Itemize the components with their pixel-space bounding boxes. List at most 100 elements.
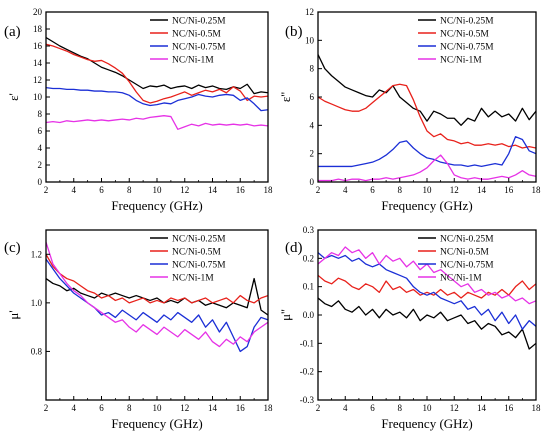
plot-frame [317,11,537,183]
y-tick-label: 0.0 [303,310,315,320]
x-axis-title: Frequency (GHz) [111,198,202,213]
y-tick-label: 20 [33,7,43,17]
x-axis-title: Frequency (GHz) [381,198,472,213]
x-tick-label: 6 [370,403,375,413]
y-tick-label: 6 [310,92,315,102]
panel-label: (c) [4,240,21,256]
series-line [318,297,536,350]
legend-label: NC/Ni-0.25M [172,17,226,27]
legend-label: NC/Ni-0.25M [440,17,494,27]
panel-label: (d) [285,240,303,256]
x-tick-label: 12 [180,185,189,195]
x-tick-label: 2 [44,185,49,195]
x-tick-label: 14 [208,185,218,195]
x-tick-label: 16 [504,403,514,413]
legend-label: NC/Ni-0.25M [440,235,494,245]
legend-label: NC/Ni-1M [440,56,482,66]
series-line [46,258,268,353]
legend-label: NC/Ni-0.5M [172,248,221,258]
y-tick-label: 10 [33,92,43,102]
y-tick-label: 18 [33,24,43,34]
series-line [46,36,268,95]
x-tick-label: 18 [264,403,274,413]
y-tick-label: 0.8 [31,346,43,356]
y-axis-title: μ' [6,310,21,319]
y-tick-label: 0 [38,177,43,187]
x-axis-title: Frequency (GHz) [111,416,202,431]
x-tick-label: 12 [450,403,459,413]
series-line [46,253,268,304]
y-tick-label: 0.3 [303,225,315,235]
y-axis-title: μ'' [278,309,293,321]
y-tick-label: 8 [38,109,43,119]
x-tick-label: 8 [127,185,132,195]
x-tick-label: 10 [153,403,163,413]
legend-label: NC/Ni-1M [172,56,214,66]
y-tick-label: 0.2 [303,253,314,263]
x-axis-title: Frequency (GHz) [381,416,472,431]
x-tick-label: 8 [398,185,403,195]
chart-panel: 2 4 6 8 10 12 14 16 18 -0.3 -0.2 -0.1 0.0 0.1 0.2 0.3 Fr… [278,225,541,431]
series-line [46,115,268,130]
plot-frame [45,229,269,401]
legend-label: NC/Ni-0.25M [172,235,226,245]
x-tick-label: 8 [398,403,403,413]
chart-panel: 2 4 6 8 10 12 14 16 1802468101214161820Frequency… [4,7,273,213]
x-tick-label: 16 [504,185,514,195]
y-axis-title: ε' [6,93,21,101]
legend-label: NC/Ni-0.75M [172,43,226,53]
series-line [46,43,268,104]
legend-label: NC/Ni-0.75M [440,261,494,271]
y-tick-label: 0 [310,177,315,187]
legend: NC/Ni-0.25M NC/Ni-0.5M NC/Ni-0.75M NC/Ni-1M [418,17,494,66]
x-tick-label: 18 [532,185,542,195]
x-tick-label: 16 [236,185,246,195]
series-line [318,274,536,299]
panel-label: (b) [285,24,303,40]
x-tick-label: 4 [72,403,77,413]
y-tick-label: 1.0 [31,298,43,308]
x-tick-label: 18 [264,185,274,195]
x-tick-label: 10 [153,185,163,195]
y-tick-label: -0.1 [300,338,314,348]
chart-panel: 2 4 6 8 10 12 14 16 18 0.8 1.0 1.2 Frequency (GHz) μ'… [4,229,274,431]
x-tick-label: 6 [99,403,104,413]
series-line [46,241,268,348]
legend-label: NC/Ni-0.5M [172,30,221,40]
y-tick-label: 14 [33,58,43,68]
series-line [318,54,536,126]
series-line [318,252,536,330]
y-tick-label: 0.1 [303,282,314,292]
x-tick-label: 12 [450,185,459,195]
x-tick-label: 12 [180,403,189,413]
x-tick-label: 18 [532,403,542,413]
legend-label: NC/Ni-1M [172,274,214,284]
series-line [318,154,536,182]
x-tick-label: 2 [44,403,49,413]
x-tick-label: 2 [316,403,321,413]
panel-label: (a) [4,24,21,40]
x-tick-label: 14 [208,403,218,413]
y-tick-label: 8 [310,64,315,74]
x-tick-label: 2 [316,185,321,195]
x-tick-label: 10 [423,403,433,413]
x-tick-label: 16 [236,403,246,413]
y-tick-label: -0.3 [300,395,315,405]
legend-label: NC/Ni-1M [440,274,482,284]
y-tick-label: 2 [310,149,315,159]
x-tick-label: 10 [423,185,433,195]
x-tick-label: 14 [477,185,487,195]
legend: NC/Ni-0.25M NC/Ni-0.5M NC/Ni-0.75M NC/Ni-1M [418,235,494,284]
series-line [318,136,536,168]
legend: NC/Ni-0.25M NC/Ni-0.5M NC/Ni-0.75M NC/Ni-1M [150,235,226,284]
legend-label: NC/Ni-0.5M [440,30,489,40]
y-axis-title: ε'' [278,92,293,102]
x-tick-label: 14 [477,403,487,413]
x-tick-label: 4 [343,403,348,413]
y-tick-label: 6 [38,126,43,136]
series-line [46,87,268,112]
y-tick-label: 4 [38,143,43,153]
x-tick-label: 4 [72,185,77,195]
series-line [318,83,536,149]
